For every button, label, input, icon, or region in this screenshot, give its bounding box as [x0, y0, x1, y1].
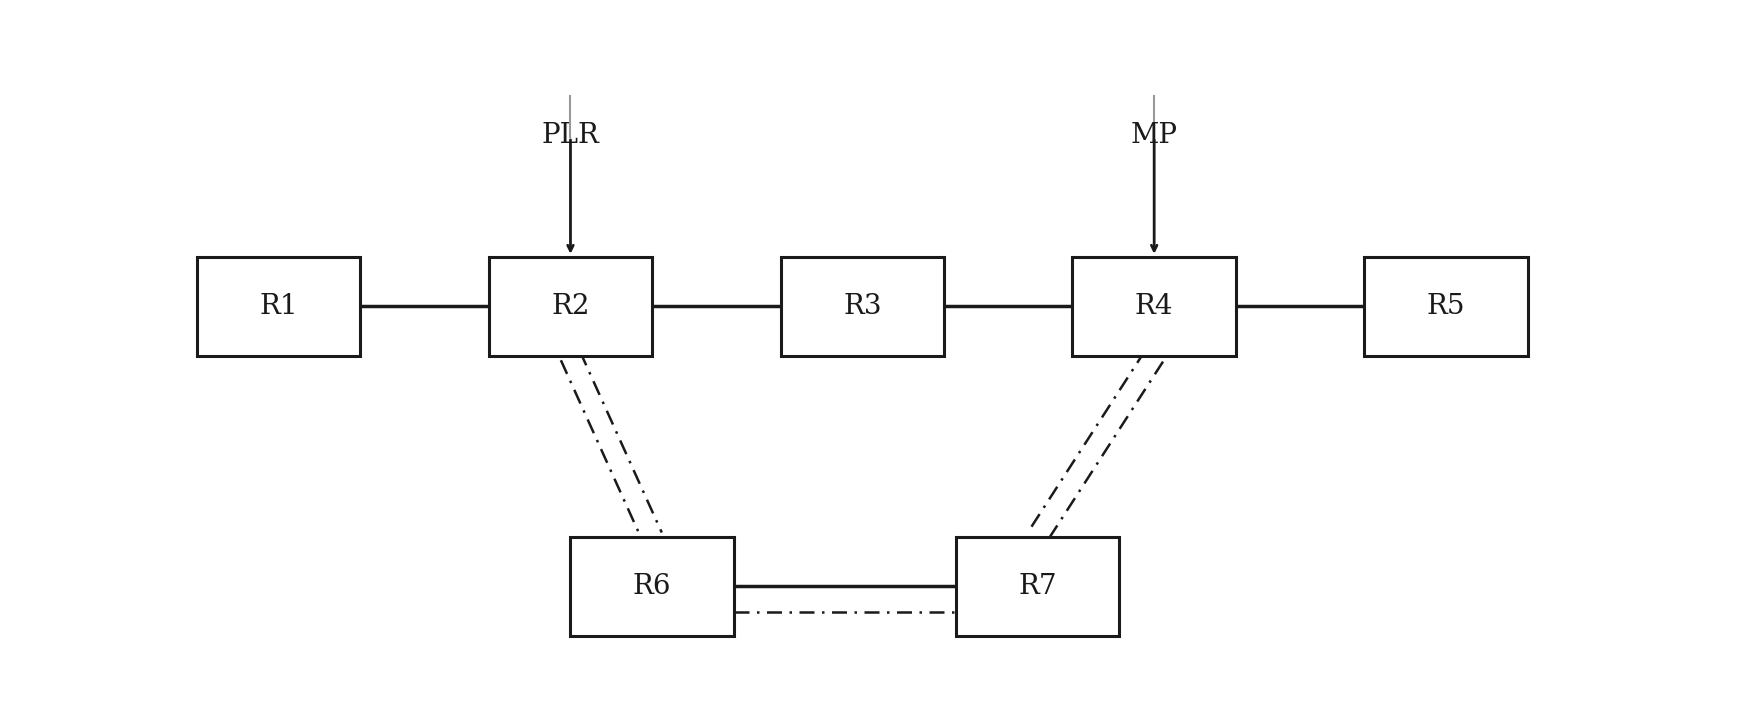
FancyBboxPatch shape — [198, 257, 360, 356]
FancyBboxPatch shape — [570, 537, 734, 636]
Text: R5: R5 — [1426, 293, 1465, 320]
Text: R1: R1 — [259, 293, 297, 320]
Text: R4: R4 — [1134, 293, 1173, 320]
FancyBboxPatch shape — [1073, 257, 1236, 356]
Text: R2: R2 — [551, 293, 589, 320]
Text: R6: R6 — [633, 573, 671, 600]
Text: R7: R7 — [1017, 573, 1058, 600]
FancyBboxPatch shape — [956, 537, 1119, 636]
FancyBboxPatch shape — [781, 257, 944, 356]
Text: MP: MP — [1131, 121, 1178, 149]
Text: PLR: PLR — [542, 121, 600, 149]
Text: R3: R3 — [843, 293, 881, 320]
FancyBboxPatch shape — [1363, 257, 1528, 356]
FancyBboxPatch shape — [489, 257, 652, 356]
